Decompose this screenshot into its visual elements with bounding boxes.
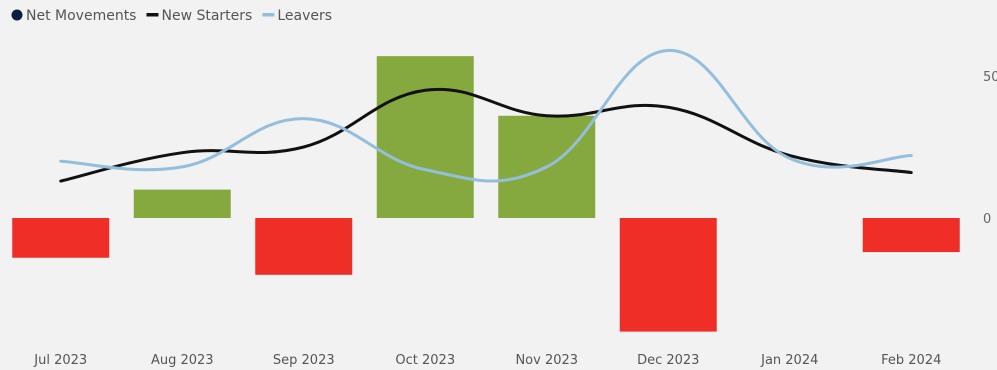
line-leavers xyxy=(59,48,913,183)
legend-marker xyxy=(11,9,23,21)
legend-item-net-movements: Net Movements xyxy=(11,8,136,24)
y-tick-label: 0 xyxy=(983,212,991,227)
x-axis: Jul 2023 Aug 2023 Sep 2023 Oct 2023 Nov 2023… xyxy=(33,353,941,368)
legend-item-leavers: Leavers xyxy=(262,8,332,24)
x-tick-label: Sep 2023 xyxy=(273,353,335,368)
bar-sep-2023 xyxy=(255,218,353,275)
x-tick-label: Dec 2023 xyxy=(637,353,699,368)
bar-layer xyxy=(12,56,960,332)
x-tick-label: Jul 2023 xyxy=(33,353,87,368)
bar-oct-2023 xyxy=(376,56,474,219)
legend-marker xyxy=(146,13,159,17)
bar-jul-2023 xyxy=(12,218,110,258)
bar-feb-2024 xyxy=(862,218,960,253)
y-axis: 0 50 xyxy=(983,70,997,227)
legend-label: Leavers xyxy=(277,8,332,24)
legend: Net Movements New Starters Leavers xyxy=(11,8,332,24)
x-tick-label: Oct 2023 xyxy=(395,353,455,368)
line-new-starters xyxy=(59,87,913,183)
bar-aug-2023 xyxy=(133,189,231,218)
x-tick-label: Aug 2023 xyxy=(151,353,214,368)
line-layer xyxy=(59,48,913,183)
x-tick-label: Jan 2024 xyxy=(760,353,818,368)
y-tick-label: 50 xyxy=(983,70,997,85)
x-tick-label: Feb 2024 xyxy=(881,353,941,368)
x-tick-label: Nov 2023 xyxy=(515,353,578,368)
bar-dec-2023 xyxy=(619,218,717,332)
legend-marker xyxy=(262,13,275,17)
legend-label: Net Movements xyxy=(26,8,136,24)
legend-label: New Starters xyxy=(161,8,252,24)
legend-item-new-starters: New Starters xyxy=(146,8,252,24)
